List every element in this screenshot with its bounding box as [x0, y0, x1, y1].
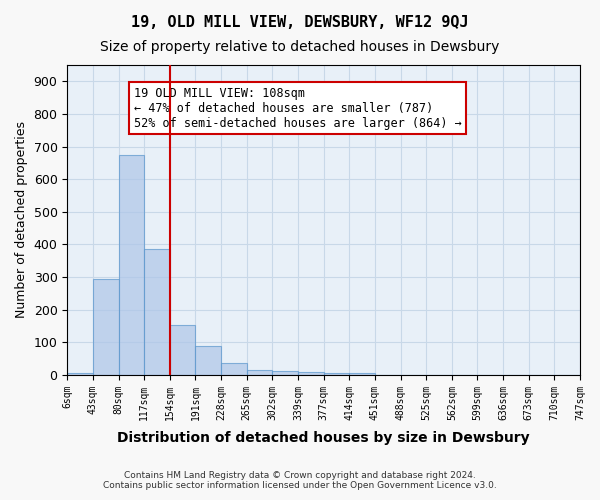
Bar [298, 372, 323, 375]
Bar [93, 280, 119, 375]
Y-axis label: Number of detached properties: Number of detached properties [15, 122, 28, 318]
Bar [247, 370, 272, 375]
Bar [119, 154, 144, 375]
X-axis label: Distribution of detached houses by size in Dewsbury: Distribution of detached houses by size … [118, 431, 530, 445]
Text: 19 OLD MILL VIEW: 108sqm
← 47% of detached houses are smaller (787)
52% of semi-: 19 OLD MILL VIEW: 108sqm ← 47% of detach… [134, 86, 461, 130]
Bar [170, 325, 196, 375]
Bar [67, 373, 93, 375]
Text: 19, OLD MILL VIEW, DEWSBURY, WF12 9QJ: 19, OLD MILL VIEW, DEWSBURY, WF12 9QJ [131, 15, 469, 30]
Text: Contains HM Land Registry data © Crown copyright and database right 2024.
Contai: Contains HM Land Registry data © Crown c… [103, 470, 497, 490]
Bar [349, 374, 375, 375]
Bar [144, 250, 170, 375]
Bar [323, 373, 349, 375]
Bar [221, 363, 247, 375]
Bar [196, 346, 221, 375]
Text: Size of property relative to detached houses in Dewsbury: Size of property relative to detached ho… [100, 40, 500, 54]
Bar [272, 371, 298, 375]
